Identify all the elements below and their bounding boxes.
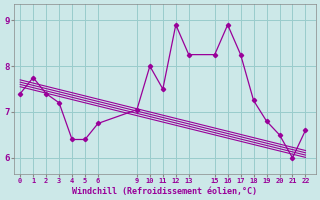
X-axis label: Windchill (Refroidissement éolien,°C): Windchill (Refroidissement éolien,°C): [72, 187, 257, 196]
